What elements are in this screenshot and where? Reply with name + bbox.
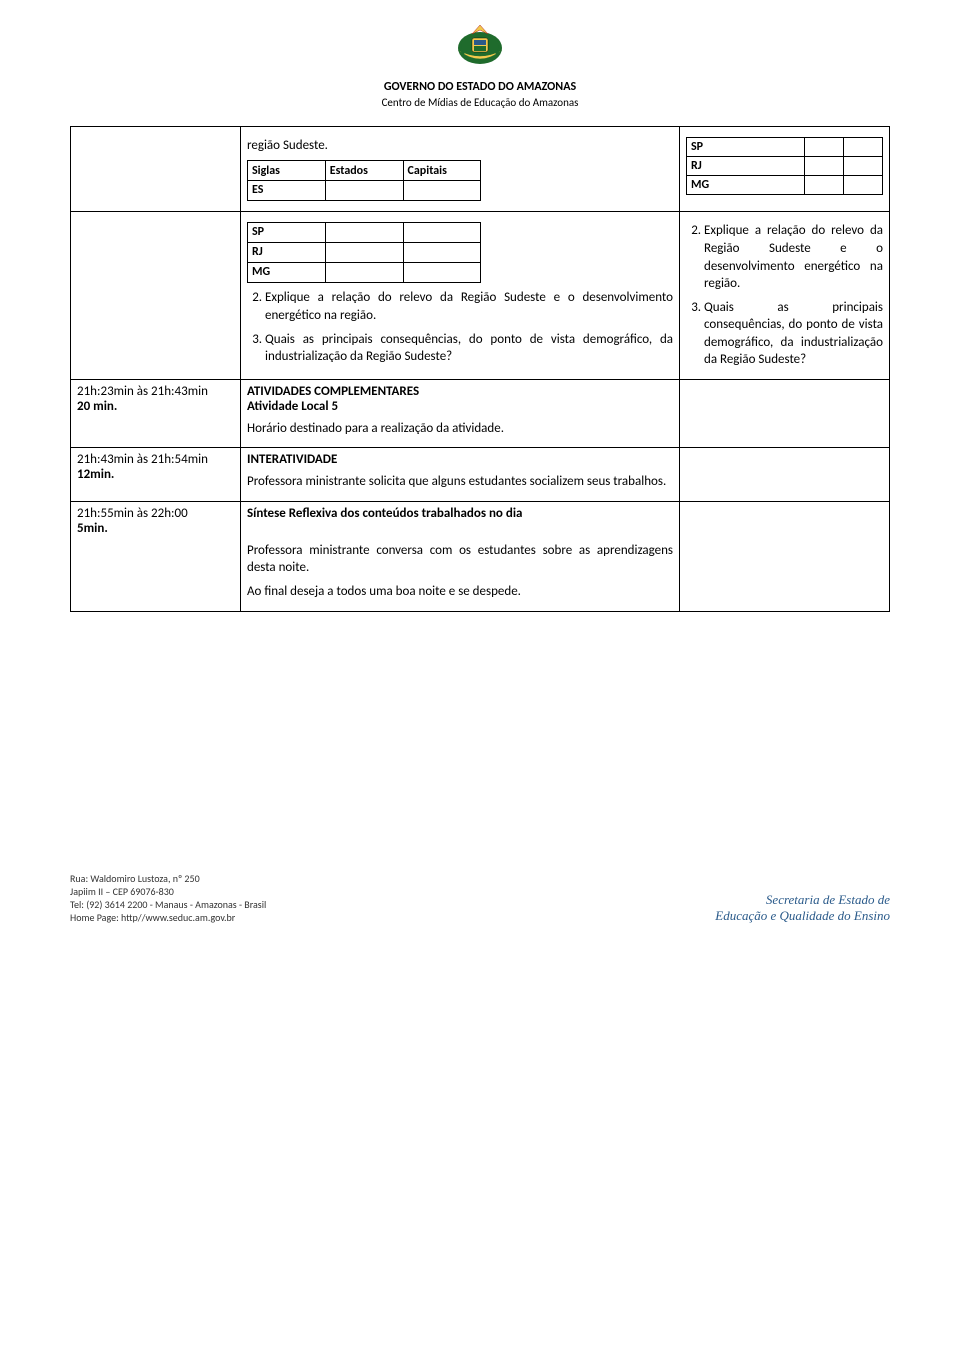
- table-row: 21h:23min às 21h:43min 20 min. ATIVIDADE…: [71, 379, 890, 448]
- siglas-table-right: SP RJ MG: [686, 137, 883, 195]
- footer-r1: Secretaria de Estado de: [715, 892, 890, 908]
- title-4: INTERATIVIDADE: [247, 452, 673, 467]
- time-3: 21h:23min às 21h:43min: [77, 384, 208, 399]
- sub-3: Atividade Local 5: [247, 399, 673, 414]
- q2-mid: Explique a relação do relevo da Região S…: [265, 289, 673, 324]
- q3-mid: Quais as principais consequências, do po…: [265, 331, 673, 366]
- page-footer: Rua: Waldomiro Lustoza, nº 250 Japiim II…: [70, 872, 890, 924]
- header-text: GOVERNO DO ESTADO DO AMAZONAS Centro de …: [70, 80, 890, 110]
- cell-rj2: RJ: [248, 243, 326, 263]
- q3-right: Quais as principais consequências, do po…: [704, 299, 883, 369]
- title-5: Síntese Reflexiva dos conteúdos trabalha…: [247, 506, 673, 521]
- footer-r2: Educação e Qualidade do Ensino: [715, 908, 890, 924]
- th-estados: Estados: [325, 161, 403, 181]
- q2-right: Explique a relação do relevo da Região S…: [704, 222, 883, 292]
- p2-5: Ao final deseja a todos uma boa noite e …: [247, 583, 673, 601]
- footer-l1: Rua: Waldomiro Lustoza, nº 250: [70, 872, 266, 885]
- desc-3: Horário destinado para a realização da a…: [247, 420, 673, 438]
- footer-l4: Home Page: http//www.seduc.am.gov.br: [70, 911, 266, 924]
- footer-address: Rua: Waldomiro Lustoza, nº 250 Japiim II…: [70, 872, 266, 924]
- cell-es: ES: [248, 181, 326, 201]
- p1-5: Professora ministrante conversa com os e…: [247, 542, 673, 577]
- th-siglas: Siglas: [248, 161, 326, 181]
- th-capitais: Capitais: [403, 161, 481, 181]
- footer-l3: Tel: (92) 3614 2200 - Manaus - Amazonas …: [70, 898, 266, 911]
- table-row: 21h:43min às 21h:54min 12min. INTERATIVI…: [71, 448, 890, 502]
- dur-4: 12min.: [77, 467, 114, 482]
- cell-sp: SP: [687, 137, 805, 156]
- time-5: 21h:55min às 22h:00: [77, 506, 188, 521]
- table-row: região Sudeste. Siglas Estados Capitais …: [71, 126, 890, 212]
- header-crest: [70, 20, 890, 74]
- header-line1: GOVERNO DO ESTADO DO AMAZONAS: [70, 80, 890, 96]
- time-4: 21h:43min às 21h:54min: [77, 452, 208, 467]
- dur-5: 5min.: [77, 521, 108, 536]
- siglas-table-mid: Siglas Estados Capitais ES: [247, 160, 481, 201]
- title-3: ATIVIDADES COMPLEMENTARES: [247, 384, 673, 399]
- header-line2: Centro de Mídias de Educação do Amazonas: [70, 96, 890, 110]
- schedule-table: região Sudeste. Siglas Estados Capitais …: [70, 126, 890, 612]
- desc-4: Professora ministrante solicita que algu…: [247, 474, 666, 489]
- regiao-sudeste-text: região Sudeste.: [247, 137, 673, 155]
- cell-rj: RJ: [687, 156, 805, 175]
- footer-secretaria: Secretaria de Estado de Educação e Quali…: [715, 892, 890, 923]
- table-row: SP RJ MG Explique a relação do relevo da…: [71, 212, 890, 379]
- footer-l2: Japiim II – CEP 69076-830: [70, 885, 266, 898]
- cell-mg2: MG: [248, 263, 326, 283]
- table-row: 21h:55min às 22h:00 5min. Síntese Reflex…: [71, 501, 890, 611]
- cell-sp2: SP: [248, 223, 326, 243]
- siglas-table-mid-2: SP RJ MG: [247, 222, 481, 283]
- cell-mg: MG: [687, 175, 805, 194]
- dur-3: 20 min.: [77, 399, 117, 414]
